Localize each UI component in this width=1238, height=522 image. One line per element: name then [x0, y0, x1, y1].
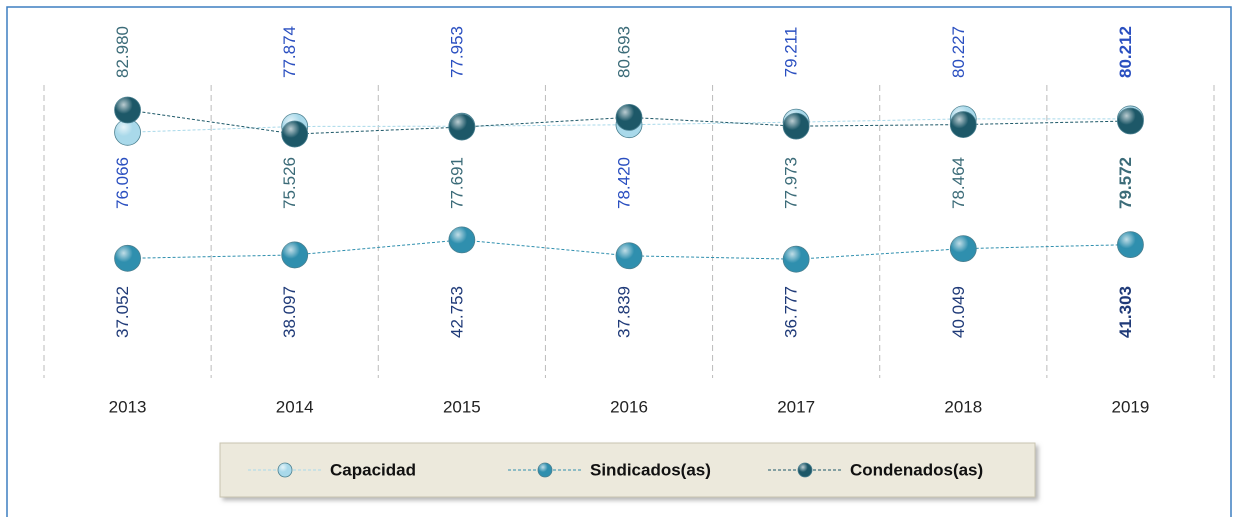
data-label: 82.980 [113, 26, 132, 78]
legend-label: Capacidad [330, 460, 416, 479]
data-label: 38.097 [280, 286, 299, 338]
data-label: 78.420 [614, 157, 633, 209]
x-tick-label: 2014 [276, 397, 314, 416]
point-gloss [281, 121, 308, 148]
data-label: 41.303 [1116, 286, 1135, 338]
data-label: 37.839 [614, 286, 633, 338]
legend-box [219, 442, 1036, 498]
point-gloss [114, 119, 141, 146]
x-tick-label: 2017 [777, 397, 815, 416]
legend: Capacidad Sindicados(as) Condenados(as) [248, 460, 983, 479]
plot-area: 2013 2014 2015 2016 2017 2018 2019 82.980 76.066… [43, 26, 1215, 416]
point-gloss [950, 111, 977, 138]
x-tick-label: 2013 [109, 397, 147, 416]
x-tick-label: 2018 [944, 397, 982, 416]
data-label: 36.777 [782, 286, 801, 338]
point-gloss [1117, 107, 1144, 134]
x-tick-label: 2015 [443, 397, 481, 416]
point-gloss [950, 235, 977, 262]
point-gloss [114, 245, 141, 272]
point-gloss [616, 242, 642, 269]
data-label: 76.066 [113, 157, 132, 209]
data-label: 79.572 [1116, 157, 1135, 209]
data-label: 77.973 [782, 157, 801, 209]
legend-marker-gloss [798, 463, 812, 477]
point-gloss [281, 241, 308, 268]
legend-label: Condenados(as) [850, 460, 983, 479]
point-gloss [1117, 231, 1144, 258]
point-gloss [448, 226, 475, 253]
data-label: 77.691 [447, 157, 466, 209]
point-gloss [616, 104, 642, 131]
data-label: 40.049 [949, 286, 968, 338]
x-tick-label: 2016 [610, 397, 648, 416]
data-label: 75.526 [280, 157, 299, 209]
data-label: 80.212 [1116, 26, 1135, 78]
data-label: 80.227 [949, 26, 968, 78]
point-gloss [114, 96, 141, 123]
point-gloss [783, 246, 810, 273]
data-label: 79.211 [782, 27, 801, 78]
data-label: 80.693 [614, 26, 633, 78]
legend-marker-gloss [278, 463, 292, 477]
legend-label: Sindicados(as) [590, 460, 711, 479]
data-label: 42.753 [447, 286, 466, 338]
data-label: 37.052 [113, 286, 132, 338]
legend-marker-gloss [538, 463, 552, 477]
point-gloss [448, 114, 475, 141]
data-label: 78.464 [949, 157, 968, 209]
x-tick-label: 2019 [1112, 397, 1150, 416]
data-label: 77.874 [280, 26, 299, 78]
point-gloss [783, 113, 810, 140]
frame [6, 6, 1232, 517]
data-label: 77.953 [447, 26, 466, 78]
